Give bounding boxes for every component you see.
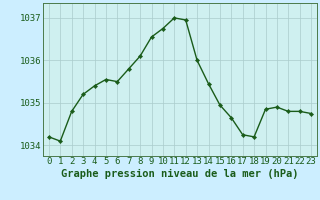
X-axis label: Graphe pression niveau de la mer (hPa): Graphe pression niveau de la mer (hPa): [61, 169, 299, 179]
